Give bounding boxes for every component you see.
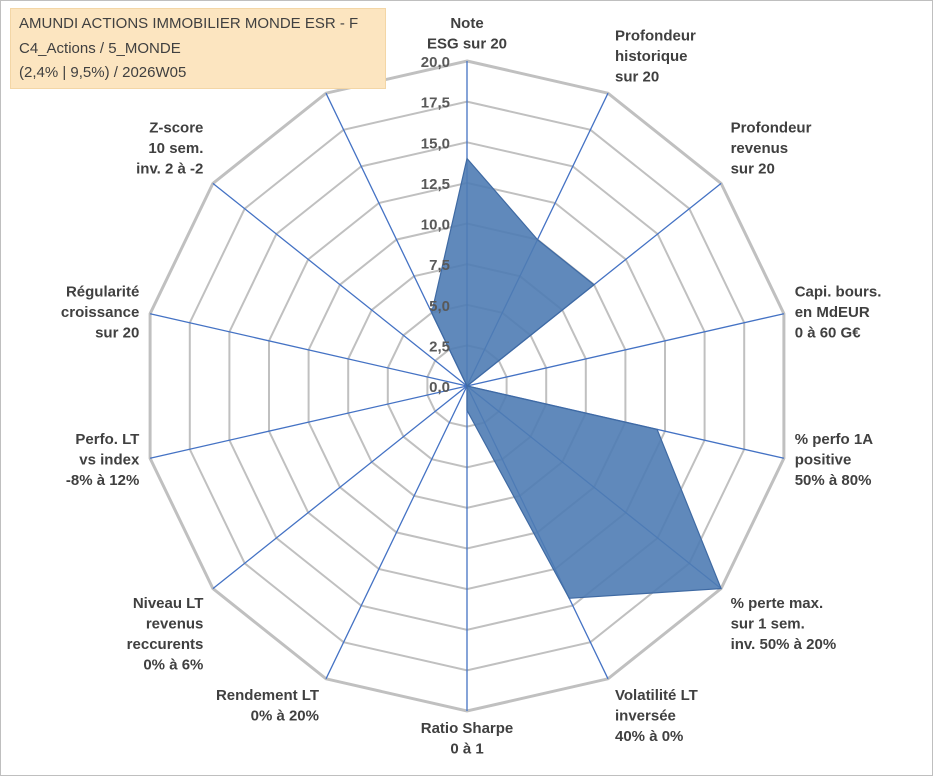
axis-label: Régularité croissance sur 20 <box>61 283 139 341</box>
tick-label: 12,5 <box>421 176 450 193</box>
tick-label: 0,0 <box>429 379 450 396</box>
axis-label: Note ESG sur 20 <box>427 15 507 53</box>
axis-spoke <box>325 385 468 680</box>
fund-period: (2,4% | 9,5%) / 2026W05 <box>19 64 187 81</box>
axis-label: Z-score 10 sem. inv. 2 à -2 <box>136 120 203 178</box>
axis-spoke <box>149 385 468 459</box>
axis-label: Profondeur historique sur 20 <box>615 27 696 85</box>
radar-axis-labels: Note ESG sur 20 Profondeur historique sur 20… <box>61 15 881 758</box>
axis-spoke <box>466 313 785 387</box>
fund-name: AMUNDI ACTIONS IMMOBILIER MONDE ESR - F <box>19 15 359 32</box>
axis-label: Profondeur revenus sur 20 <box>731 120 812 178</box>
axis-label: Capi. bours. en MdEUR 0 à 60 G€ <box>795 283 882 341</box>
axis-label: Ratio Sharpe 0 à 1 <box>421 720 514 758</box>
axis-spoke <box>212 385 468 590</box>
tick-label: 20,0 <box>421 54 450 71</box>
axis-label: % perte max. sur 1 sem. inv. 50% à 20% <box>731 595 837 653</box>
tick-label: 7,5 <box>429 257 450 274</box>
axis-label: Volatilité LT inversée 40% à 0% <box>615 687 698 745</box>
fund-category: C4_Actions / 5_MONDE <box>19 40 181 57</box>
axis-spoke <box>149 313 468 387</box>
axis-label: Niveau LT revenus reccurents 0% à 6% <box>127 595 204 674</box>
tick-label: 17,5 <box>421 95 450 112</box>
tick-label: 10,0 <box>421 217 450 234</box>
tick-label: 5,0 <box>429 298 450 315</box>
axis-label: Rendement LT 0% à 20% <box>216 687 319 725</box>
series-area <box>431 157 722 599</box>
axis-label: Perfo. LT vs index -8% à 12% <box>66 431 140 489</box>
radar-series <box>431 157 722 599</box>
tick-label: 2,5 <box>429 338 450 355</box>
radar-tick-labels: 0,0 2,5 5,0 7,5 10,0 12,5 15,0 17,5 20,0 <box>421 54 450 396</box>
axis-label: % perfo 1A positive 50% à 80% <box>795 431 874 489</box>
fund-info-box: AMUNDI ACTIONS IMMOBILIER MONDE ESR - F … <box>10 8 386 89</box>
tick-label: 15,0 <box>421 135 450 152</box>
axis-spoke <box>212 182 468 387</box>
